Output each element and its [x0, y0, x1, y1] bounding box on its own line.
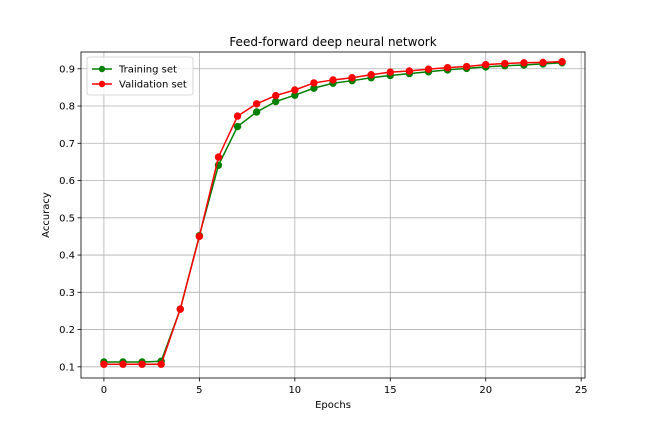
data-point	[233, 112, 242, 120]
x-tick-label: 20	[479, 385, 492, 396]
data-point	[252, 108, 261, 116]
data-point	[310, 79, 318, 87]
data-point	[272, 91, 280, 100]
data-point	[272, 97, 280, 106]
y-tick-label: 0.9	[59, 64, 75, 75]
x-axis-label: Epochs	[315, 400, 351, 411]
x-tick-label: 15	[384, 385, 397, 396]
data-point	[119, 360, 127, 368]
data-point	[405, 67, 414, 75]
axis-ticks: 0 5 10 15 20 25 0.1 0.2 0.3 0.4 0.5 0.6 0.7 0.8 0.9	[59, 64, 587, 396]
grid	[81, 52, 585, 378]
x-tick-label: 10	[288, 385, 301, 396]
data-point	[195, 232, 204, 241]
data-point	[386, 68, 394, 76]
data-point	[443, 63, 452, 72]
legend-item: Training set	[92, 65, 177, 76]
x-tick-label: 25	[575, 385, 588, 396]
series-0	[100, 59, 566, 366]
y-tick-label: 0.3	[59, 288, 75, 299]
data-point	[424, 65, 433, 73]
data-point	[520, 59, 528, 67]
series-line	[103, 62, 563, 363]
legend-label: Validation set	[119, 80, 187, 91]
data-point	[482, 60, 490, 69]
y-tick-label: 0.8	[59, 102, 75, 113]
data-point	[138, 360, 146, 368]
legend: Training set Validation set	[86, 56, 194, 96]
y-tick-label: 0.7	[59, 139, 75, 150]
data-point	[539, 58, 547, 67]
y-tick-label: 0.4	[59, 251, 75, 262]
y-axis-label: Accuracy	[41, 192, 52, 238]
plot-area	[80, 51, 586, 379]
x-tick-label: 5	[196, 385, 202, 396]
legend-item: Validation set	[92, 80, 187, 91]
data-point	[501, 59, 509, 68]
x-tick-label: 0	[101, 385, 107, 396]
data-point	[157, 360, 165, 368]
y-tick-label: 0.1	[59, 362, 75, 373]
legend-box	[86, 56, 194, 96]
series-1	[100, 57, 566, 368]
data-point	[558, 57, 566, 66]
data-point	[462, 62, 471, 71]
y-tick-label: 0.5	[59, 213, 75, 224]
data-point	[214, 153, 223, 161]
data-point	[252, 100, 261, 108]
data-point	[291, 86, 299, 94]
data-point	[233, 122, 242, 131]
series-line	[103, 60, 563, 365]
series-layer	[100, 57, 566, 368]
data-point	[176, 305, 184, 313]
data-point	[100, 360, 108, 368]
legend-marker	[98, 80, 106, 88]
data-point	[329, 76, 337, 84]
chart-title: Feed-forward deep neural network	[229, 35, 436, 49]
data-point	[348, 74, 356, 82]
data-point	[367, 71, 375, 79]
y-tick-label: 0.6	[59, 176, 75, 187]
legend-label: Training set	[118, 65, 177, 76]
legend-marker	[98, 65, 106, 73]
y-tick-label: 0.2	[59, 325, 75, 336]
